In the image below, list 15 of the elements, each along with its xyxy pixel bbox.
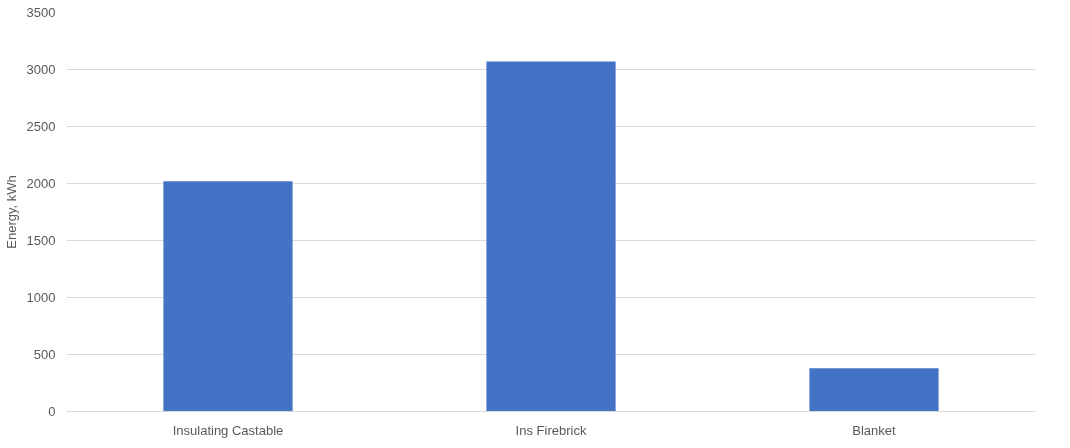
bar xyxy=(809,368,939,412)
y-tick-label: 2000 xyxy=(26,176,56,191)
y-tick-label: 1500 xyxy=(26,233,56,248)
y-axis-title: Energy, kWh xyxy=(3,175,19,249)
x-tick-label: Blanket xyxy=(852,422,897,438)
y-tick-label: 3000 xyxy=(26,62,56,77)
y-tick-label: 2500 xyxy=(26,119,56,134)
bar xyxy=(163,181,293,412)
bar xyxy=(486,61,616,412)
y-tick-label: 0 xyxy=(48,404,56,419)
x-tick-label: Insulating Castable xyxy=(172,422,284,438)
y-tick-label: 1000 xyxy=(26,290,56,305)
y-tick-label: 500 xyxy=(33,347,56,362)
y-tick-label: 3500 xyxy=(26,5,56,20)
x-tick-label: Ins Firebrick xyxy=(515,422,587,438)
